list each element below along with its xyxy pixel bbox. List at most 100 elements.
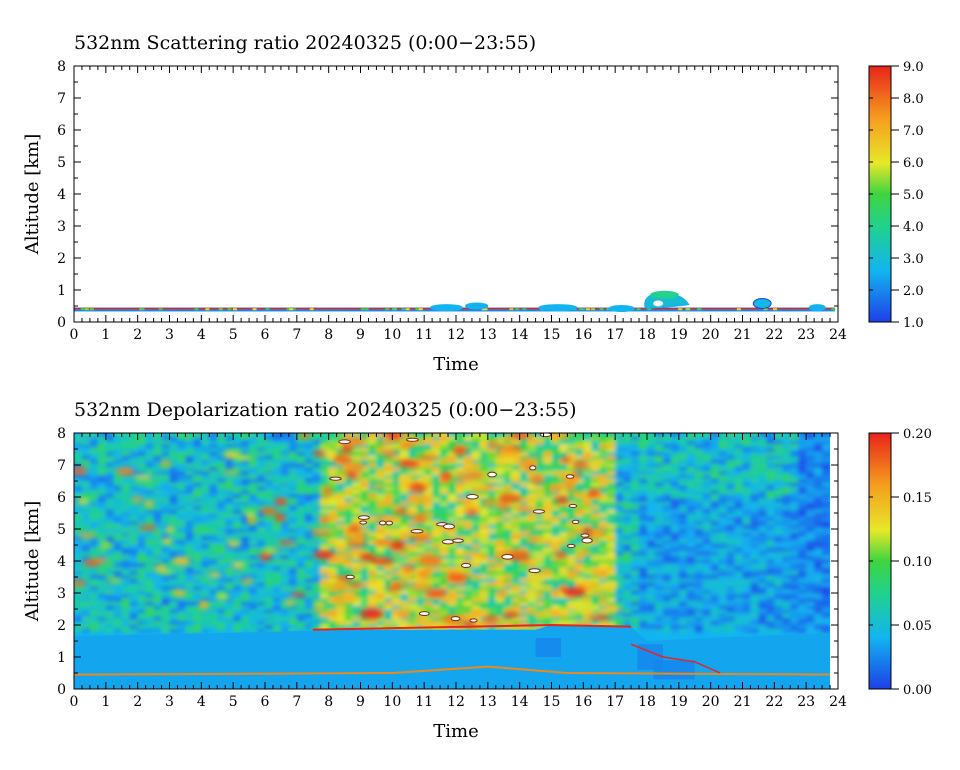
depol-cell — [193, 481, 203, 487]
depol-cell — [742, 439, 752, 445]
depol-cell — [296, 504, 306, 510]
y-tick-label: 4 — [57, 187, 66, 203]
depol-cell — [511, 527, 521, 533]
depol-cell — [129, 604, 139, 610]
depol-cell — [647, 512, 656, 518]
depol-cell — [217, 566, 227, 571]
depol-cell — [543, 550, 553, 556]
depol-cell — [734, 485, 744, 491]
depol-cell — [129, 462, 139, 468]
depol-cell — [121, 546, 131, 552]
depol-cell — [424, 493, 434, 498]
depol-cell — [129, 516, 139, 522]
depol-cell — [89, 454, 99, 460]
depol-cell — [368, 512, 378, 518]
depol-cell — [392, 466, 402, 472]
depol-cell — [623, 527, 633, 533]
depol-cell — [631, 585, 641, 591]
depol-cell — [448, 443, 457, 449]
depol-cell — [296, 543, 306, 548]
depol-cell — [113, 454, 123, 460]
depol-cell — [734, 581, 744, 587]
depol-cell — [137, 462, 147, 468]
depol-cell — [280, 596, 290, 602]
depol-cell — [583, 458, 593, 464]
depol-cell — [527, 516, 537, 522]
depol-cell — [432, 566, 442, 571]
depol-cell — [511, 485, 521, 491]
depol-cell — [105, 473, 115, 479]
depol-cell — [631, 531, 641, 537]
depol-cell — [599, 447, 609, 452]
depol-cell — [169, 433, 179, 437]
depol-cell — [328, 516, 338, 522]
depol-cell — [105, 623, 115, 629]
depol-cell — [758, 466, 768, 472]
depol-cell — [639, 589, 648, 594]
depol-cell — [647, 531, 656, 537]
depol-cell — [225, 535, 235, 541]
depol-cell — [718, 523, 728, 529]
depol-cell — [495, 566, 505, 571]
depol-cell — [344, 589, 354, 594]
depol-cell — [647, 493, 656, 498]
depol-cell — [312, 566, 322, 571]
depol-cell — [615, 493, 625, 498]
depol-cell — [734, 577, 744, 583]
depol-cell — [567, 470, 577, 475]
depol-cell — [288, 527, 298, 533]
depol-cell — [328, 569, 338, 575]
depol-cell — [631, 450, 641, 456]
depol-cell — [209, 497, 219, 502]
depol-cell — [408, 546, 418, 552]
depol-cell — [519, 569, 529, 575]
depol-cell — [169, 608, 179, 614]
depol-cell — [193, 539, 203, 545]
depol-cell — [686, 554, 696, 560]
depol-cell — [408, 593, 418, 598]
depol-cell — [344, 604, 354, 610]
depol-cell — [448, 447, 457, 452]
depol-cell — [551, 566, 561, 571]
depol-cell — [272, 450, 282, 456]
depol-cell — [678, 619, 688, 625]
depol-cell — [137, 608, 147, 614]
depol-cell — [129, 546, 139, 552]
depol-cell — [591, 447, 601, 452]
depol-cell — [145, 512, 155, 518]
depol-cell — [137, 569, 147, 575]
depol-cell — [726, 604, 736, 610]
depol-cell — [432, 573, 442, 579]
depol-cell — [153, 581, 163, 587]
depol-cell — [734, 604, 744, 610]
depol-cell — [74, 623, 83, 629]
depol-cell — [623, 546, 633, 552]
depol-cell — [551, 539, 561, 545]
depol-cell — [344, 516, 354, 522]
depol-cell — [702, 497, 712, 502]
depol-cell — [336, 527, 346, 533]
depol-cell — [89, 543, 99, 548]
depol-cell — [209, 512, 219, 518]
depol-cell — [376, 466, 386, 472]
depol-cell — [241, 535, 251, 541]
depol-cell — [551, 500, 561, 506]
depol-cell — [185, 433, 195, 437]
depol-cell — [89, 508, 99, 514]
depol-cell — [623, 470, 633, 475]
depol-cell — [169, 566, 179, 571]
depol-cell — [750, 454, 760, 460]
depol-cell — [296, 619, 306, 625]
depol-cell — [551, 577, 561, 583]
depol-cell — [734, 627, 744, 633]
layer-speck — [360, 308, 365, 311]
depol-cell — [710, 443, 720, 449]
depol-cell — [527, 612, 537, 618]
depol-cell — [726, 550, 736, 556]
depol-cell — [328, 543, 338, 548]
depol-cell — [440, 562, 450, 568]
heatmap-field — [74, 290, 836, 313]
depol-cell — [376, 608, 386, 614]
depol-cell — [623, 612, 633, 618]
depol-cell — [615, 512, 625, 518]
